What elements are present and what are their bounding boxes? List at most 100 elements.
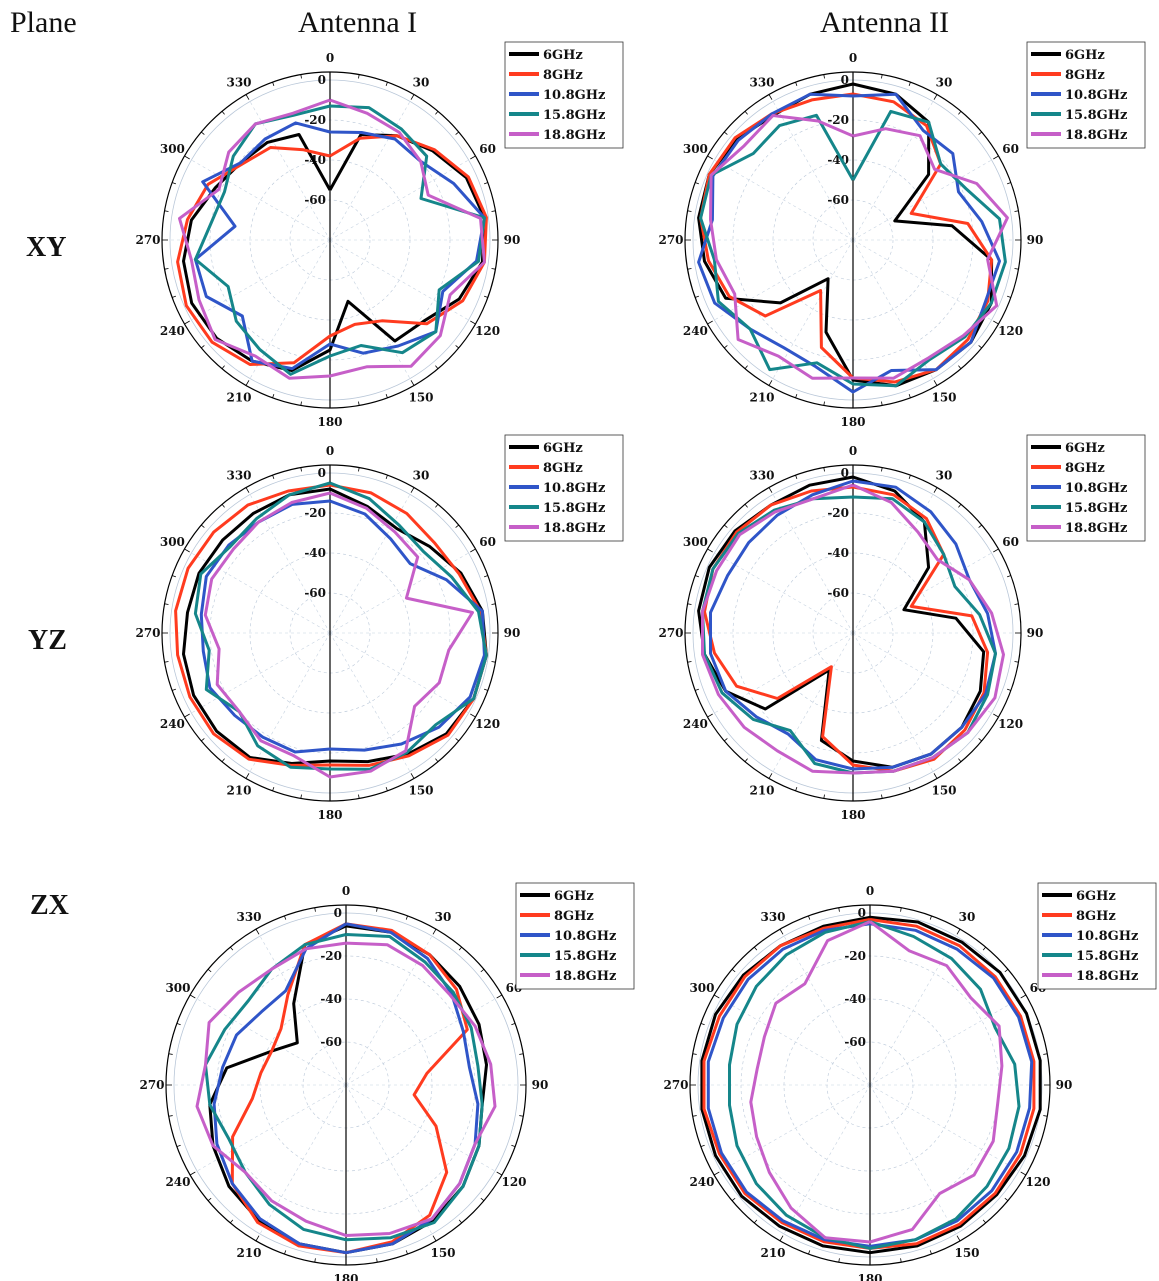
polar-tick-mark [713, 994, 720, 999]
legend-item: 18.8GHz [1065, 521, 1127, 536]
polar-tick-mark [795, 474, 798, 480]
angle-tick-label: 210 [760, 1246, 785, 1260]
legend-box [515, 882, 635, 990]
angle-tick-label: 330 [226, 75, 251, 89]
polar-tick-mark [184, 548, 190, 553]
polar-spoke [191, 239, 331, 321]
polar-tick-mark [958, 365, 962, 369]
polar-tick-mark [768, 487, 773, 493]
polar-tick-mark [933, 487, 938, 493]
legend-item: 15.8GHz [543, 501, 605, 516]
radial-tick-label: 0 [841, 73, 849, 87]
polar-tick-mark [768, 94, 773, 100]
series-line-18-8ghz [195, 941, 497, 1237]
polar-spoke [852, 632, 934, 772]
series-line-15-8ghz [204, 933, 484, 1242]
polar-tick-mark [458, 1219, 463, 1224]
polar-tick-mark [958, 111, 962, 115]
angle-tick-label: 150 [954, 1246, 979, 1260]
row-label-yz: YZ [28, 625, 67, 656]
polar-tick-mark [768, 773, 773, 779]
radial-tick-label: -20 [827, 113, 849, 127]
series-line-8ghz [174, 483, 488, 767]
polar-chart-yz-antenna-1: 0 30 60 90 120 150 180 210 240 270 300 330 0 -20 -40 -6… [135, 434, 624, 822]
polar-spoke [249, 239, 331, 379]
angle-tick-label: 90 [504, 626, 521, 640]
polar-tick-mark [1014, 603, 1019, 605]
polar-tick-mark [1006, 182, 1012, 185]
polar-tick-mark [958, 504, 962, 508]
series-line-18-8ghz [709, 114, 1009, 380]
polar-spoke [714, 239, 854, 321]
angle-tick-label: 60 [1002, 142, 1019, 156]
angle-tick-label: 300 [160, 142, 185, 156]
polar-tick-mark [189, 1171, 196, 1176]
polar-tick-mark [978, 738, 982, 742]
legend: 6GHz 8GHz 10.8GHz 15.8GHz 18.8GHz [504, 434, 624, 542]
polar-tick-mark [993, 320, 999, 325]
polar-tick-mark [933, 773, 938, 779]
polar-tick-mark [838, 907, 840, 912]
angle-tick-label: 240 [160, 717, 185, 731]
row-label-zx: ZX [30, 890, 69, 921]
legend-item: 15.8GHz [1065, 501, 1127, 516]
polar-spoke [259, 1084, 347, 1235]
polar-tick-mark [900, 1258, 902, 1263]
row-label-xy: XY [26, 232, 67, 263]
polar-tick-mark [707, 713, 713, 718]
angle-tick-label: 180 [840, 415, 865, 429]
polar-tick-mark [993, 155, 999, 160]
polar-tick-mark [496, 994, 503, 999]
angle-tick-label: 30 [413, 75, 430, 89]
angle-tick-label: 0 [326, 444, 334, 458]
polar-tick-mark [376, 907, 378, 912]
radial-tick-label: -60 [827, 586, 849, 600]
radial-tick-label: -40 [844, 992, 866, 1006]
polar-tick-mark [255, 1235, 260, 1242]
polar-tick-mark [245, 487, 250, 493]
polar-tick-mark [978, 345, 982, 349]
legend-item: 6GHz [543, 48, 583, 63]
radial-tick-label: -40 [304, 546, 326, 560]
polar-tick-mark [753, 946, 758, 951]
legend-item: 8GHz [543, 68, 583, 83]
angle-tick-label: 300 [160, 535, 185, 549]
angle-tick-label: 240 [683, 324, 708, 338]
polar-spoke [329, 494, 411, 634]
radial-tick-label: -60 [844, 1035, 866, 1049]
radial-tick-label: -60 [827, 193, 849, 207]
polar-tick-mark [300, 467, 302, 472]
radial-tick-label: -60 [304, 193, 326, 207]
polar-tick-mark [491, 268, 496, 270]
angle-tick-label: 210 [236, 1246, 261, 1260]
polar-spoke [772, 239, 854, 379]
polar-tick-mark [410, 773, 415, 779]
polar-tick-mark [435, 111, 439, 115]
angle-tick-label: 60 [479, 142, 496, 156]
polar-spoke [869, 998, 1020, 1086]
polar-spoke [852, 239, 992, 321]
polar-tick-mark [300, 794, 302, 799]
polar-tick-mark [694, 182, 700, 185]
angle-tick-label: 300 [689, 981, 714, 995]
series-line-6ghz [700, 915, 1042, 1255]
series-line-15-8ghz [699, 109, 1007, 388]
polar-spoke [329, 552, 469, 634]
polar-tick-mark [171, 295, 177, 298]
polar-tick-mark [229, 1219, 234, 1224]
angle-tick-label: 150 [408, 391, 433, 405]
polar-tick-mark [1035, 1144, 1040, 1147]
angle-tick-label: 0 [866, 884, 874, 898]
legend-item: 18.8GHz [554, 969, 616, 984]
angle-tick-label: 210 [226, 784, 251, 798]
series-line-18-8ghz [178, 98, 486, 380]
polar-tick-mark [272, 474, 275, 480]
angle-tick-label: 240 [689, 1175, 714, 1189]
series-line-18-8ghz [749, 920, 1004, 1244]
radial-tick-label: 0 [858, 906, 866, 920]
polar-tick-mark [385, 474, 388, 480]
angle-tick-label: 300 [683, 535, 708, 549]
angle-tick-label: 0 [849, 51, 857, 65]
polar-tick-mark [245, 380, 250, 386]
legend-item: 6GHz [1065, 48, 1105, 63]
